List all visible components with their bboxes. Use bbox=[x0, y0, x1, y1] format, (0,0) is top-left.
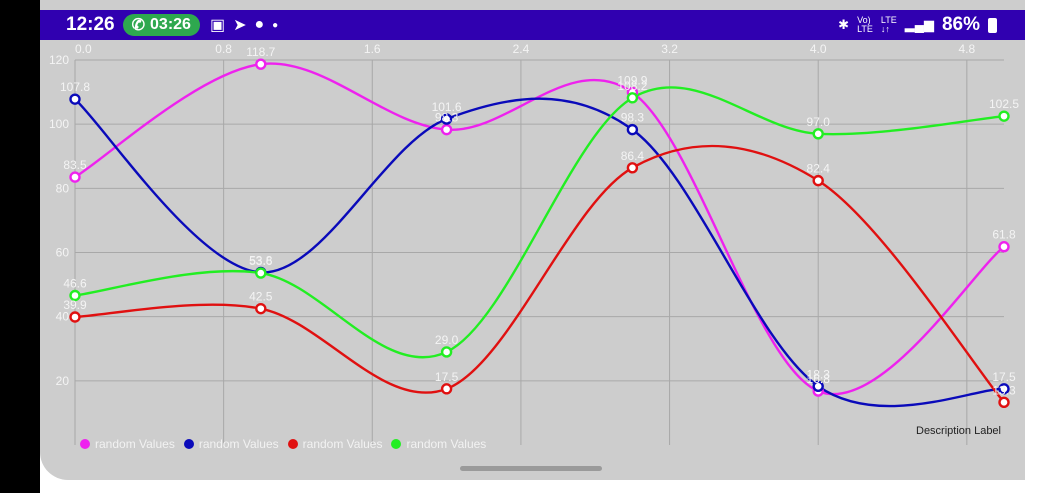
y-tick-label: 40 bbox=[56, 310, 70, 324]
data-label: 98.3 bbox=[621, 111, 645, 125]
data-point bbox=[812, 174, 824, 187]
series-points bbox=[69, 58, 1010, 409]
x-tick-label: 2.4 bbox=[513, 42, 530, 56]
x-tick-label: 3.2 bbox=[661, 42, 678, 56]
legend-item: random Values bbox=[391, 437, 486, 451]
gallery-icon: ▣ bbox=[209, 17, 226, 34]
y-tick-label: 100 bbox=[49, 117, 69, 131]
data-point bbox=[998, 110, 1010, 122]
legend-item: random Values bbox=[80, 437, 175, 451]
data-point bbox=[440, 113, 453, 125]
data-label: 83.5 bbox=[63, 158, 87, 172]
data-point bbox=[69, 289, 81, 302]
data-label: 53.8 bbox=[249, 253, 273, 267]
data-point bbox=[255, 302, 267, 315]
legend-label: random Values bbox=[198, 437, 279, 451]
data-point bbox=[626, 162, 639, 174]
data-label: 46.6 bbox=[63, 276, 87, 290]
chart-legend: random Values random Values random Values r… bbox=[80, 437, 495, 451]
device-bezel bbox=[0, 0, 40, 493]
data-label: 107.8 bbox=[60, 80, 90, 94]
data-label: 29.0 bbox=[435, 333, 459, 347]
chart-description: Description Label bbox=[916, 425, 1001, 437]
messenger-icon: ● bbox=[254, 16, 265, 33]
data-label: 108.2 bbox=[617, 79, 647, 93]
legend-label: random Values bbox=[406, 437, 487, 451]
y-tick-label: 120 bbox=[49, 53, 69, 67]
battery-icon bbox=[988, 17, 997, 33]
data-label: 101.6 bbox=[432, 100, 462, 114]
data-point bbox=[440, 346, 453, 358]
phone-screen: 12:26 ✆ 03:26 ▣ ➤ ● ● ✱ Vo) LTE LTE ↓↑ ▂▄▆… bbox=[40, 0, 1025, 480]
data-point bbox=[255, 58, 267, 70]
x-tick-label: 4.8 bbox=[958, 42, 975, 56]
data-label: 118.7 bbox=[246, 45, 275, 59]
data-label: 82.4 bbox=[807, 162, 831, 176]
x-axis-ticks: 0.0 0.8 1.6 2.4 3.2 4.0 4.8 bbox=[75, 42, 976, 56]
status-time: 12:26 bbox=[66, 14, 115, 35]
data-point bbox=[440, 383, 453, 395]
telegram-icon: ➤ bbox=[233, 17, 247, 34]
data-point bbox=[998, 383, 1010, 395]
legend-item: random Values bbox=[287, 437, 383, 451]
data-label: 53.6 bbox=[249, 254, 273, 268]
data-point bbox=[626, 123, 639, 136]
series-line-1 bbox=[74, 62, 1005, 396]
data-label: 39.9 bbox=[63, 298, 87, 312]
data-point bbox=[812, 380, 824, 392]
ongoing-call-pill[interactable]: ✆ 03:26 bbox=[122, 14, 200, 36]
data-label: 109.9 bbox=[617, 73, 647, 87]
data-label: 98.3 bbox=[435, 111, 459, 125]
series-line-2 bbox=[74, 97, 1005, 408]
legend-label: random Values bbox=[302, 437, 383, 451]
legend-swatch bbox=[80, 439, 90, 449]
data-point bbox=[255, 267, 267, 279]
legend-swatch bbox=[287, 439, 298, 449]
data-label: 17.5 bbox=[435, 370, 459, 384]
data-point bbox=[69, 171, 81, 183]
data-label: 18.3 bbox=[807, 367, 831, 381]
lte-icon: LTE ↓↑ bbox=[880, 15, 897, 34]
data-label: 61.8 bbox=[992, 228, 1016, 242]
data-labels: 83.5 118.7 98.3 109.9 16.8 61.8 107.8 53.8 101.6… bbox=[60, 45, 1019, 397]
legend-swatch bbox=[391, 439, 402, 449]
call-timer: 03:26 bbox=[150, 16, 191, 33]
x-tick-label: 4.0 bbox=[810, 42, 827, 56]
data-label: 102.5 bbox=[989, 97, 1019, 111]
data-label: 86.4 bbox=[621, 149, 645, 163]
data-point bbox=[69, 93, 81, 105]
data-point bbox=[69, 311, 81, 323]
legend-swatch bbox=[183, 439, 194, 449]
y-tick-label: 20 bbox=[56, 374, 70, 388]
dot-icon: ● bbox=[272, 19, 279, 31]
battery-percent: 86% bbox=[941, 14, 980, 35]
legend-label: random Values bbox=[95, 437, 175, 451]
y-tick-label: 60 bbox=[56, 246, 70, 260]
data-label: 13.3 bbox=[992, 383, 1016, 397]
data-point bbox=[998, 396, 1010, 409]
data-label: 42.5 bbox=[249, 290, 273, 304]
x-tick-label: 0.0 bbox=[75, 42, 92, 56]
data-point bbox=[626, 92, 639, 104]
line-chart[interactable]: 0.0 0.8 1.6 2.4 3.2 4.0 4.8 20 40 60 80 100 120 83.… bbox=[40, 40, 1025, 460]
volte-icon: Vo) LTE bbox=[857, 15, 873, 34]
signal-icon: ▂▄▆ bbox=[904, 17, 934, 32]
data-label: 17.5 bbox=[992, 370, 1016, 384]
data-point bbox=[440, 123, 453, 136]
phone-icon: ✆ bbox=[131, 17, 146, 34]
data-point bbox=[998, 241, 1010, 253]
data-point bbox=[812, 128, 824, 140]
data-label: 97.0 bbox=[807, 115, 831, 129]
y-axis-ticks: 20 40 60 80 100 120 bbox=[49, 53, 69, 388]
x-tick-label: 1.6 bbox=[364, 42, 381, 56]
series-line-3 bbox=[74, 144, 1005, 404]
navigation-handle[interactable] bbox=[460, 466, 602, 471]
x-tick-label: 0.8 bbox=[215, 42, 232, 56]
y-tick-label: 80 bbox=[56, 181, 70, 195]
bluetooth-icon: ✱ bbox=[838, 17, 850, 32]
data-label: 16.8 bbox=[807, 372, 831, 386]
status-bar: 12:26 ✆ 03:26 ▣ ➤ ● ● ✱ Vo) LTE LTE ↓↑ ▂▄▆… bbox=[40, 10, 1025, 40]
legend-item: random Values bbox=[183, 437, 279, 451]
series-lines bbox=[74, 62, 1005, 408]
